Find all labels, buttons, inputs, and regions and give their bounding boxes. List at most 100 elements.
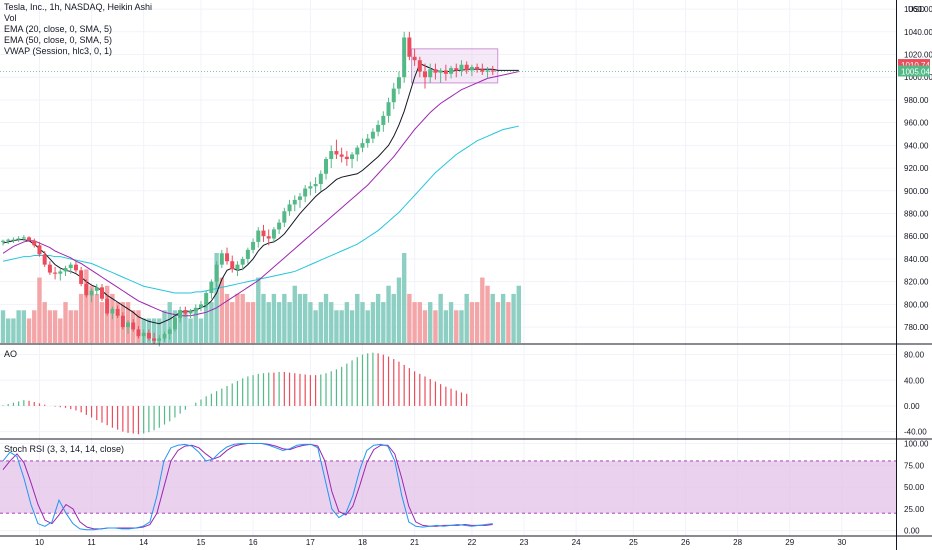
price-tick-label: 980.00 <box>904 96 929 105</box>
volume-bar <box>157 318 162 343</box>
candle-body <box>126 322 131 328</box>
volume-bar <box>370 302 376 343</box>
volume-bar <box>282 293 287 343</box>
candle-body <box>63 268 68 272</box>
candle-body <box>391 88 396 103</box>
indicator-ema50[interactable]: EMA (50, close, 0, SMA, 5) <box>4 35 113 45</box>
indicator-ema20[interactable]: EMA (20, close, 0, SMA, 5) <box>4 24 113 34</box>
volume-bar <box>78 293 84 343</box>
volume-bar <box>235 293 240 343</box>
candle-body <box>355 147 360 155</box>
candle-body <box>449 68 454 74</box>
volume-bar <box>198 318 204 343</box>
volume-bar <box>16 310 21 343</box>
candle-body <box>141 332 146 337</box>
volume-bar <box>287 302 292 343</box>
time-tick-label: 21 <box>410 538 419 547</box>
ao-pane-label[interactable]: AO <box>4 349 18 359</box>
candle-body <box>381 115 386 125</box>
volume-bar <box>485 285 490 343</box>
candle-body <box>313 183 318 187</box>
time-tick-label: 14 <box>139 538 148 547</box>
candle-body <box>172 318 177 330</box>
candle-body <box>329 151 334 160</box>
time-tick-label: 22 <box>467 538 476 547</box>
candle-body <box>454 68 459 71</box>
candle-body <box>417 60 422 72</box>
candle-body <box>188 311 193 314</box>
candle-body <box>198 304 203 308</box>
rsi-tick-label: 100.00 <box>904 439 929 448</box>
candle-body <box>1 240 5 242</box>
volume-bar <box>334 310 339 343</box>
candle-body <box>11 239 16 241</box>
volume-bar <box>209 302 214 343</box>
volume-bar <box>58 318 63 343</box>
volume-bar <box>68 310 73 343</box>
volume-bar <box>339 310 344 343</box>
candle-body <box>120 315 125 328</box>
candle-body <box>469 67 474 71</box>
candle-body <box>386 102 391 116</box>
ema20-line <box>2 71 519 317</box>
volume-bar <box>297 293 303 343</box>
volume-bar <box>474 302 480 343</box>
candle-body <box>438 70 443 73</box>
volume-bar <box>448 302 454 343</box>
candle-body <box>42 254 47 265</box>
volume-bar <box>313 310 318 343</box>
candle-body <box>162 333 167 339</box>
volume-bar <box>188 318 193 343</box>
candle-body <box>334 151 339 155</box>
time-tick-label: 10 <box>35 538 44 547</box>
candle-body <box>287 204 292 212</box>
volume-bar <box>459 310 464 343</box>
candle-body <box>282 211 287 223</box>
volume-bar <box>500 293 506 343</box>
volume-bar <box>256 277 261 343</box>
volume-bar <box>318 302 324 343</box>
volume-bar <box>26 318 32 343</box>
stoch-rsi-pane-label[interactable]: Stoch RSI (3, 3, 14, 14, close) <box>4 444 125 454</box>
candle-body <box>490 70 495 72</box>
candle-body <box>433 69 438 73</box>
candle-body <box>214 264 219 282</box>
candle-body <box>136 329 141 337</box>
volume-bar <box>292 285 297 343</box>
candle-body <box>240 258 245 265</box>
ema50-line <box>2 125 519 294</box>
time-tick-label: 16 <box>249 538 258 547</box>
volume-bar <box>214 253 219 343</box>
price-label-box <box>898 59 930 71</box>
ao-tick-label: 0.00 <box>904 402 920 411</box>
indicator-vwap[interactable]: VWAP (Session, hlc3, 0, 1) <box>4 46 113 56</box>
time-tick-label: 17 <box>306 538 315 547</box>
candle-body <box>464 64 469 71</box>
price-label-box <box>898 65 930 77</box>
price-tick-label: 800.00 <box>904 300 929 309</box>
candle-body <box>396 77 401 89</box>
volume-bar <box>193 310 198 343</box>
indicator-vol[interactable]: Vol <box>4 13 17 23</box>
volume-bar <box>73 310 79 343</box>
volume-bar <box>355 293 360 343</box>
volume-bar <box>21 310 27 343</box>
candle-body <box>219 253 224 265</box>
volume-bar <box>99 302 105 343</box>
candle-body <box>360 143 365 148</box>
volume-bar <box>344 302 350 343</box>
price-tick-label: 960.00 <box>904 119 929 128</box>
volume-bar <box>42 302 47 343</box>
volume-bar <box>396 277 402 343</box>
candle-body <box>16 238 21 240</box>
volume-bar <box>245 302 251 343</box>
ao-histogram <box>2 352 468 435</box>
time-tick-label: 25 <box>629 538 638 547</box>
volume-bar <box>469 302 475 343</box>
volume-bar <box>47 310 53 343</box>
candle-body <box>245 249 250 259</box>
volume-bar <box>391 293 396 343</box>
price-tick-label: 1060.00 <box>904 5 932 14</box>
candle-body <box>32 240 37 246</box>
volume-bar <box>162 310 167 343</box>
